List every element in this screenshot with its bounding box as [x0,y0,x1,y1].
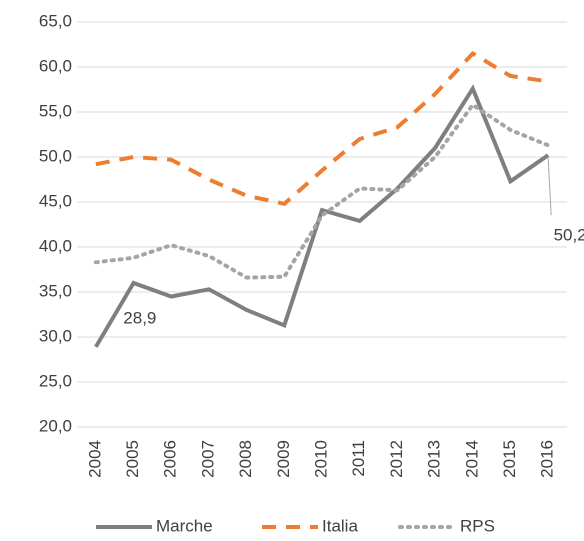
y-tick-label: 25,0 [39,371,72,390]
x-tick-label: 2004 [85,440,104,478]
x-tick-label: 2014 [462,440,481,478]
series-line [95,50,549,206]
y-tick-label: 20,0 [39,416,72,435]
y-tick-label: 50,0 [39,146,72,165]
x-tick-label: 2013 [425,440,444,478]
series-line [93,102,551,280]
x-tick-label: 2010 [311,440,330,478]
data-label: 28,9 [123,308,156,327]
y-tick-label: 30,0 [39,326,72,345]
legend-label: Italia [322,516,358,535]
x-tick-label: 2015 [500,440,519,478]
x-tick-label: 2007 [198,440,217,478]
x-tick-label: 2005 [123,440,142,478]
y-tick-label: 55,0 [39,101,72,120]
y-tick-label: 35,0 [39,281,72,300]
y-tick-label: 45,0 [39,191,72,210]
y-tick-label: 60,0 [39,56,72,75]
x-tick-label: 2006 [161,440,180,478]
series-line [94,84,550,348]
legend-label: RPS [460,516,495,535]
x-tick-label: 2012 [387,440,406,478]
x-tick-label: 2016 [538,440,557,478]
leader-line [547,158,552,216]
x-tick-label: 2011 [349,440,368,477]
x-tick-label: 2008 [236,440,255,478]
legend-label: Marche [156,516,213,535]
y-tick-label: 65,0 [39,11,72,30]
data-label: 50,2 [554,226,584,245]
x-tick-label: 2009 [274,440,293,478]
y-tick-label: 40,0 [39,236,72,255]
